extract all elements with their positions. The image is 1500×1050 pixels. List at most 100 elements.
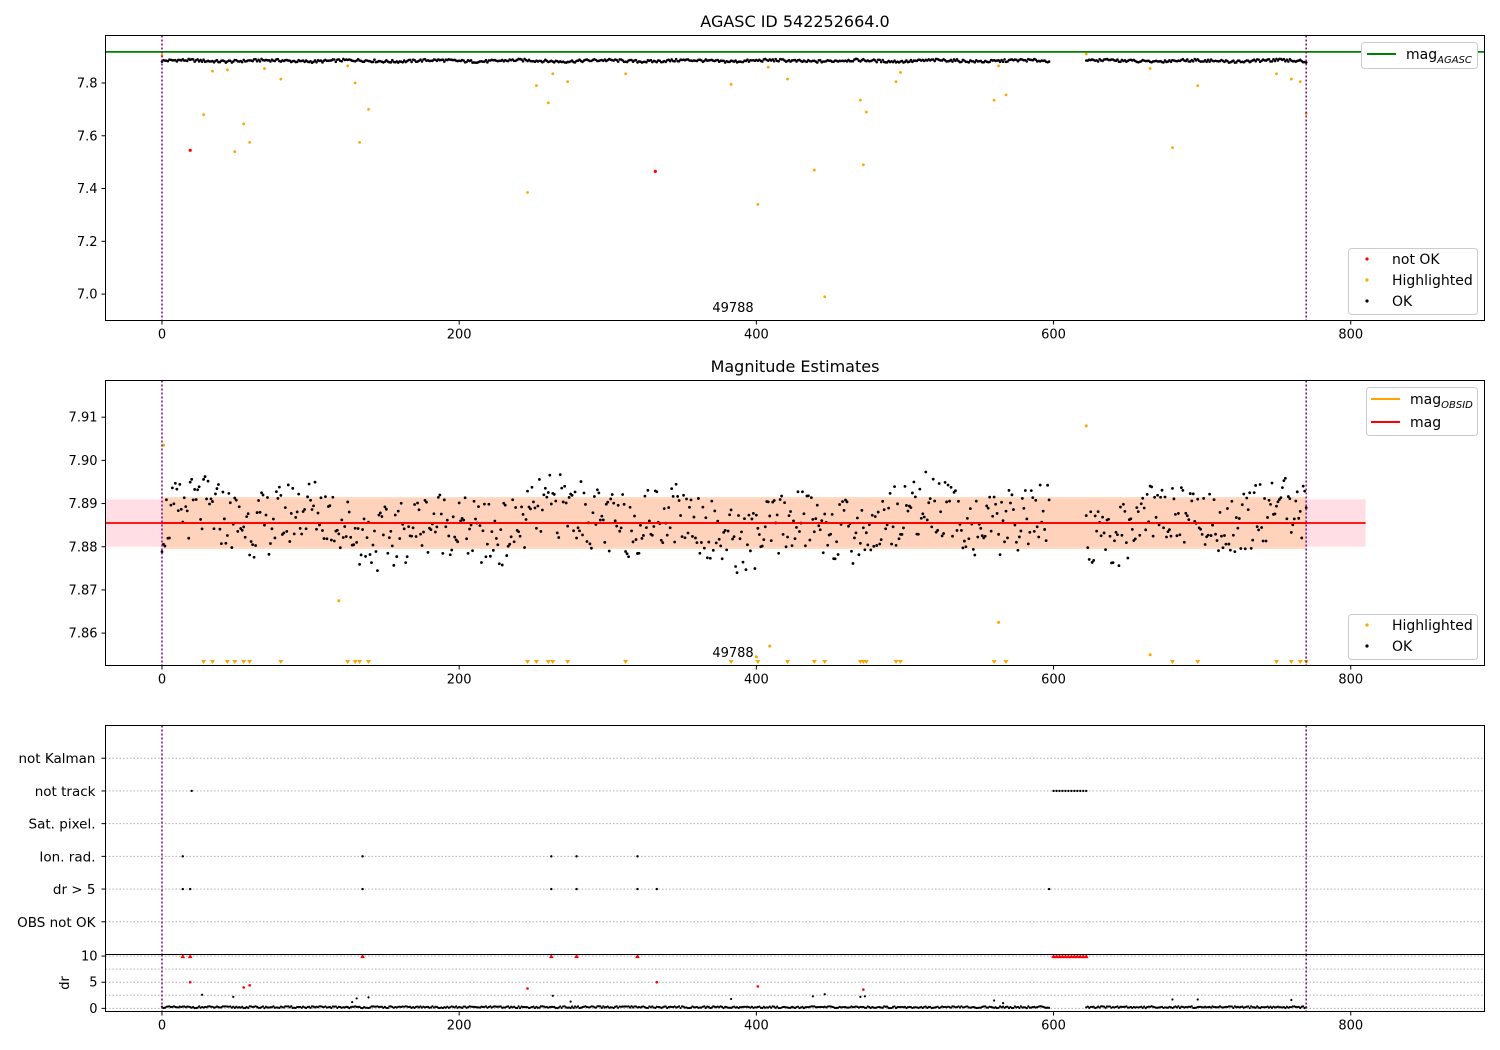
ok-point (542, 493, 546, 497)
ok-point (622, 502, 626, 506)
ok-point (796, 490, 800, 494)
dr-ok-point (499, 1005, 502, 1008)
ok-point (474, 517, 477, 521)
dr-ok-point (198, 1005, 201, 1008)
ok-point (861, 526, 865, 530)
ok-point (1276, 500, 1280, 504)
ok-point (199, 58, 202, 62)
ok-point (334, 60, 338, 64)
dr-ok-point (707, 1005, 710, 1008)
ok-point (254, 544, 257, 547)
ok-point (1000, 58, 1003, 62)
ok-point (1288, 497, 1292, 501)
ok-point (295, 60, 299, 64)
panel2-title: Magnitude Estimates (711, 357, 880, 376)
dr-ok-point (232, 1005, 235, 1008)
ok-point (1041, 509, 1045, 513)
ok-point (503, 503, 507, 507)
ok-point (1026, 542, 1030, 546)
ok-point (940, 534, 944, 538)
ok-point (704, 516, 708, 520)
x-tick-label: 800 (1338, 328, 1363, 343)
ok-point (258, 510, 262, 514)
ok-point (508, 542, 512, 546)
x-tick-label: 400 (744, 673, 769, 688)
ok-point (533, 506, 537, 510)
off-scale-highlighted-marker (345, 660, 351, 664)
x-tick-label: 600 (1041, 328, 1066, 343)
ok-point (1034, 498, 1038, 502)
ok-point (1182, 540, 1186, 544)
ok-point (717, 537, 721, 541)
ok-point (276, 497, 280, 500)
ok-point (252, 555, 256, 559)
ok-point (909, 506, 913, 510)
ok-point (894, 544, 898, 547)
ok-point (1196, 497, 1200, 501)
ok-point (564, 501, 568, 505)
highlighted-point (279, 77, 283, 81)
ok-point (215, 58, 219, 62)
ok-point (371, 543, 375, 547)
ok-point (772, 499, 776, 502)
ok-point (472, 499, 476, 503)
ok-point (610, 493, 614, 496)
off-scale-highlighted-marker (224, 660, 230, 664)
ok-point (341, 536, 345, 539)
ok-point (974, 499, 978, 503)
ok-point (225, 534, 229, 537)
ok-point (227, 491, 231, 495)
dr-ok-point (703, 1005, 706, 1008)
dr-ok-point (758, 1005, 761, 1008)
ok-point (873, 59, 877, 62)
dr-ok-point (192, 1005, 195, 1009)
dr-ok-point (1302, 1005, 1305, 1008)
ok-point (383, 505, 387, 509)
ok-point (1120, 533, 1124, 537)
ok-point (404, 561, 408, 565)
ok-point (1119, 505, 1122, 509)
ok-point (319, 59, 323, 62)
dr-panel: 0 200 400 600 800 0 5 10 dr (58, 950, 1485, 1034)
ok-point (558, 473, 562, 477)
y-tick-label: 7.8 (77, 77, 98, 92)
ok-point (988, 60, 991, 64)
dr-ok-point (1019, 1005, 1022, 1008)
dr-ok-point (241, 1005, 244, 1008)
ok-point (814, 517, 818, 521)
ok-point (347, 510, 351, 514)
highlighted-point (358, 140, 362, 144)
dr-ok-point (1178, 1006, 1181, 1010)
panel2-obsid-annotation: 49788 (712, 646, 753, 661)
ok-point (191, 58, 195, 61)
ok-point (1208, 60, 1211, 63)
flag-point (1076, 789, 1079, 793)
ok-point (451, 515, 455, 519)
ok-point (1254, 59, 1257, 63)
ok-point (361, 528, 364, 531)
dr-ok-point (801, 1005, 804, 1008)
ok-point (572, 529, 575, 533)
highlighted-point (566, 80, 570, 84)
ok-point (390, 544, 394, 548)
ok-point (1200, 533, 1204, 536)
ok-point (196, 58, 199, 61)
ok-point (205, 497, 208, 501)
ok-point (893, 485, 896, 489)
panel1-line-legend: magAGASC (1361, 42, 1478, 69)
ok-point (1285, 58, 1289, 61)
ok-point (435, 525, 439, 529)
flag-point (575, 887, 578, 891)
ok-point (172, 502, 176, 506)
not-ok-point (653, 169, 657, 174)
ok-point (315, 527, 318, 531)
ok-point (841, 500, 844, 503)
off-scale-highlighted-marker (755, 660, 761, 664)
ok-point (1188, 492, 1192, 495)
ok-point (585, 540, 589, 543)
dr-ok-point (1048, 1006, 1051, 1009)
ok-point (784, 545, 788, 549)
off-scale-highlighted-marker (1273, 660, 1279, 664)
highlighted-point (367, 107, 370, 111)
ok-point (591, 511, 595, 515)
